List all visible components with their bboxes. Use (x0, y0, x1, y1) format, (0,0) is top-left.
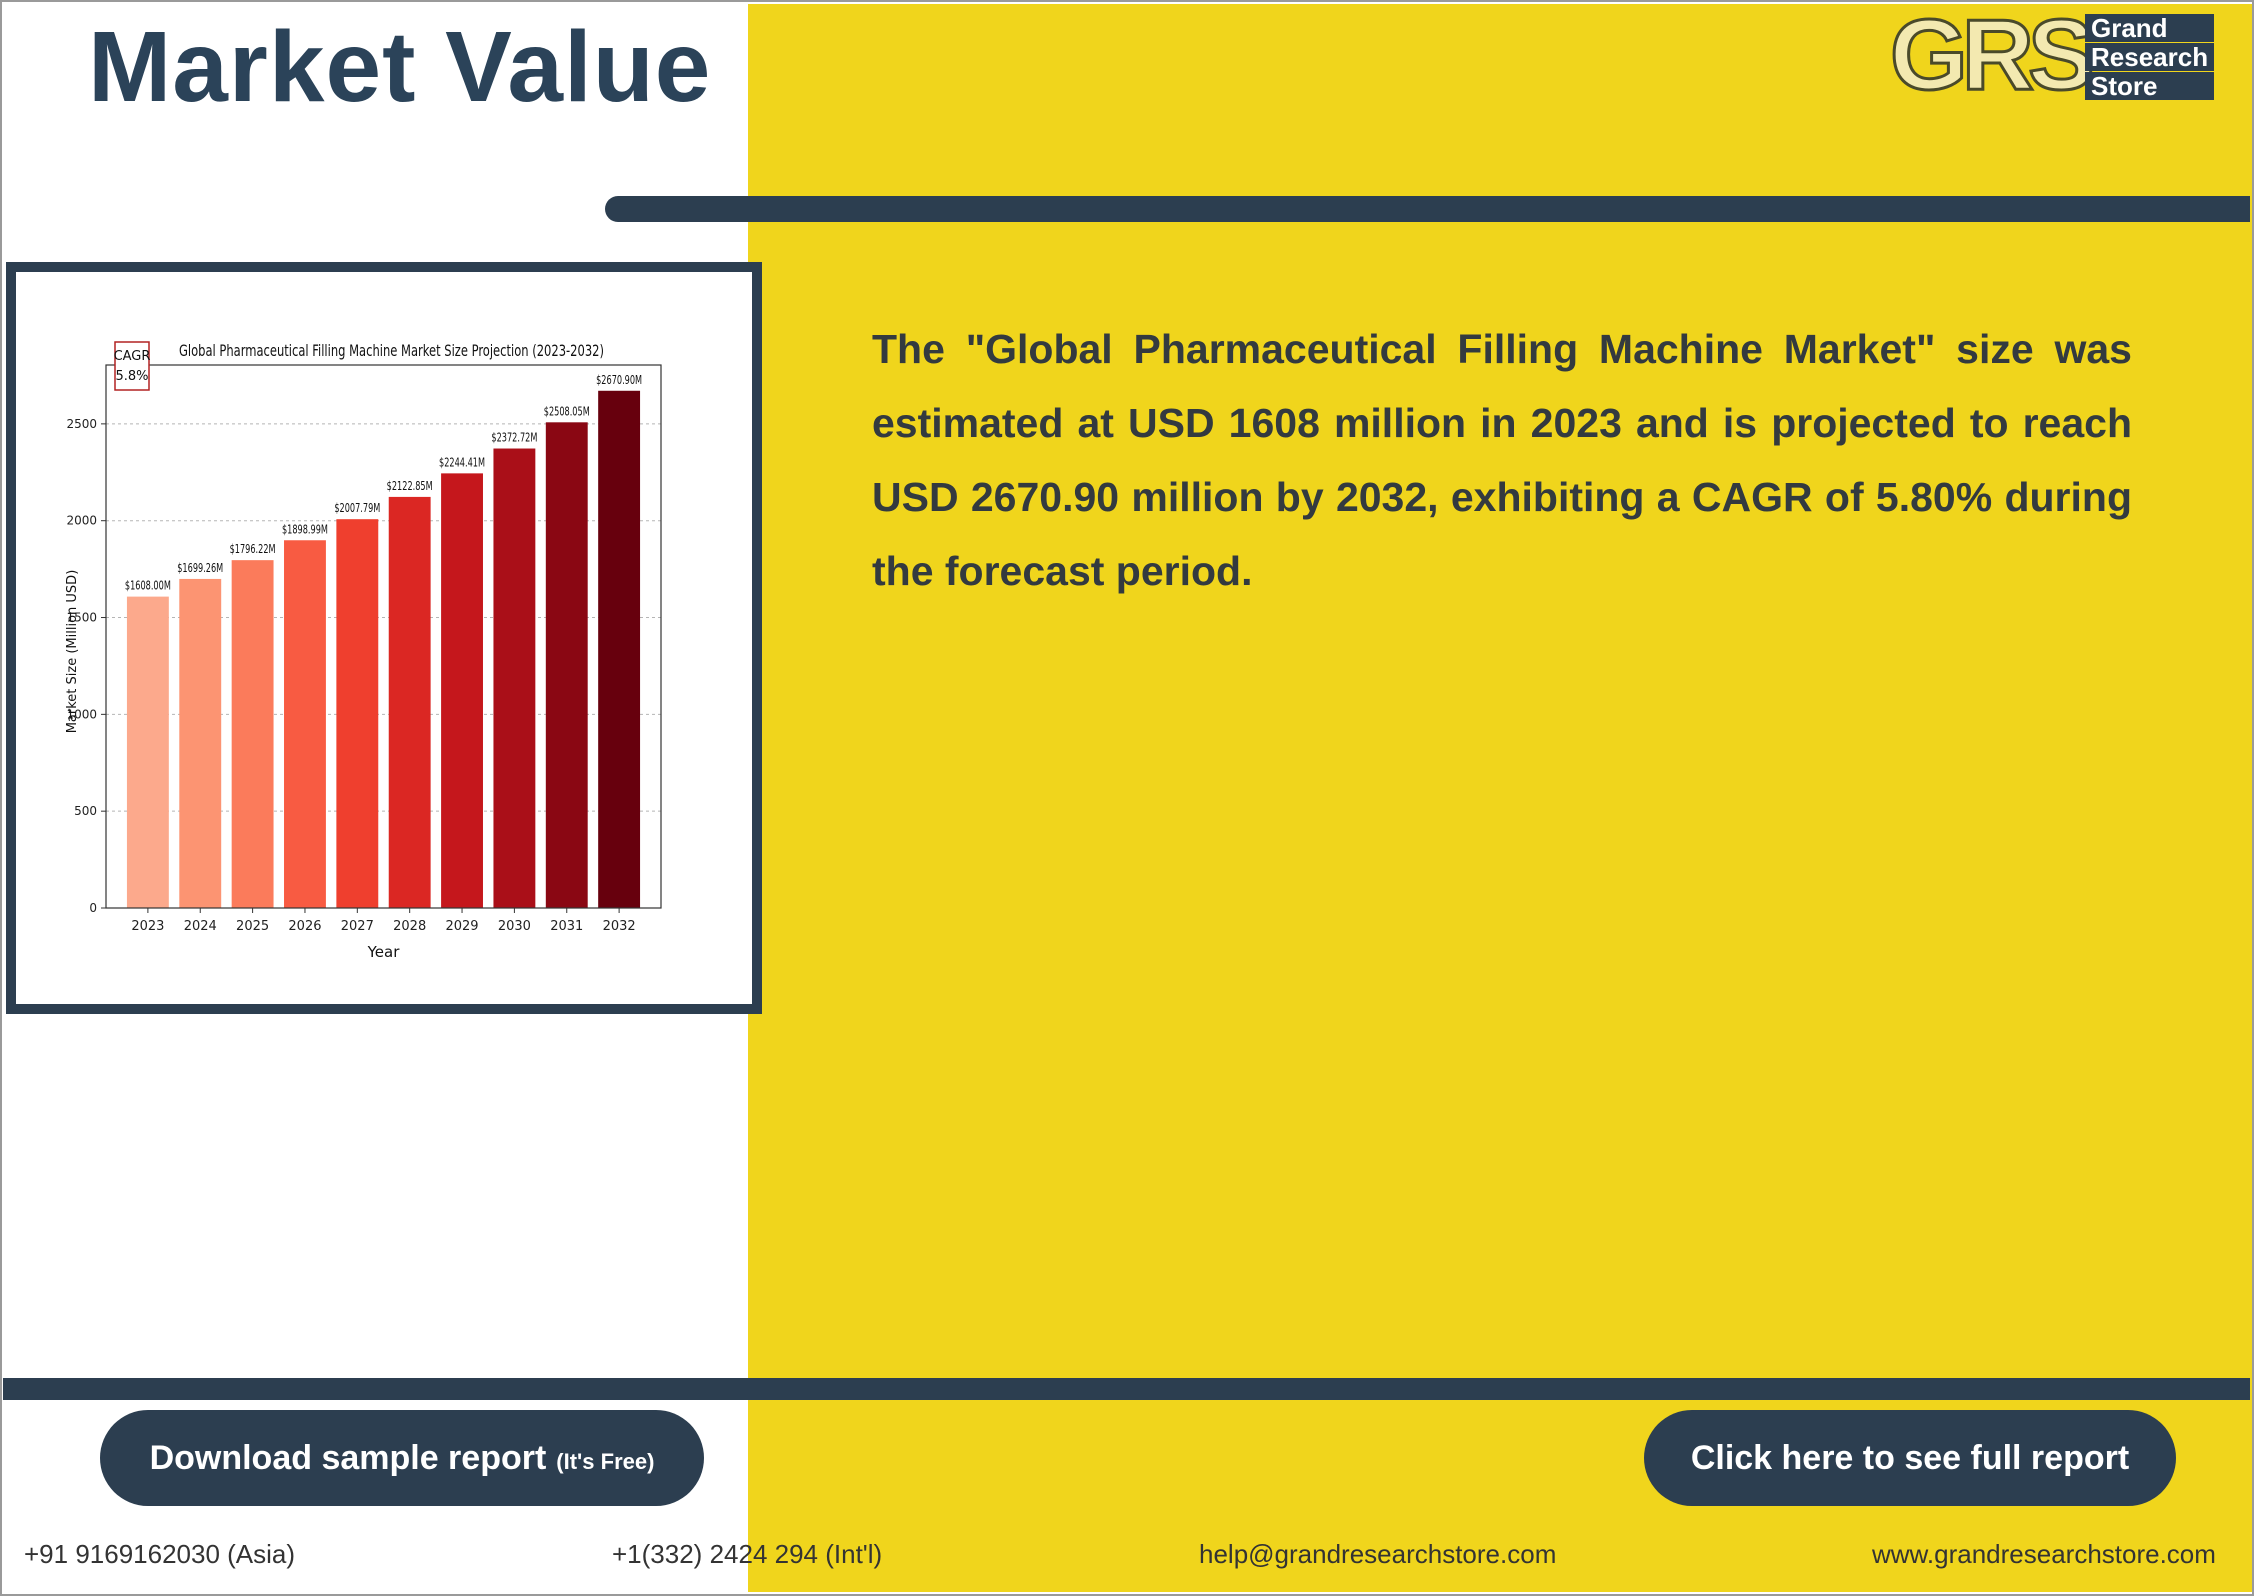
ytick-label-2500: 2500 (66, 417, 97, 431)
data-label-2023: $1608.00M (125, 579, 171, 593)
ytick-label-0: 0 (89, 901, 97, 915)
bar-2027 (336, 519, 379, 908)
download-button-label: Download sample report (149, 1438, 547, 1477)
full-report-button[interactable]: Click here to see full report (1644, 1410, 2176, 1506)
ytick-label-2000: 2000 (66, 514, 97, 528)
data-label-2024: $1699.26M (177, 561, 223, 575)
bar-2023 (126, 596, 169, 908)
logo-word-grand: Grand (2085, 14, 2215, 42)
bar-2028 (388, 496, 431, 908)
download-button-note: (It's Free) (556, 1449, 655, 1474)
data-label-2030: $2372.72M (491, 431, 537, 445)
xtick-label-2024: 2024 (184, 919, 217, 934)
data-label-2025: $1796.22M (230, 542, 276, 556)
phone-international[interactable]: +1(332) 2424 294 (Int'l) (612, 1539, 883, 1569)
bar-2026 (284, 540, 326, 908)
logo-mark: GRS (1889, 0, 2097, 111)
yellow-panel (748, 4, 2252, 1592)
data-label-2028: $2122.85M (387, 479, 433, 493)
logo-word-store: Store (2085, 72, 2215, 100)
y-axis-label: Market Size (Million USD) (65, 570, 80, 734)
xtick-label-2032: 2032 (603, 919, 636, 934)
market-size-bar-chart: 0 500 1000 1500 2000 2500 $1608.00M 2023 $1699.2… (65, 341, 662, 961)
bar-2029 (441, 473, 483, 908)
bar-2031 (545, 422, 588, 908)
data-label-2031: $2508.05M (544, 404, 590, 418)
xtick-label-2023: 2023 (131, 919, 164, 934)
ytick-label-1500: 1500 (66, 611, 97, 625)
xtick-label-2029: 2029 (445, 919, 478, 934)
xtick-label-2027: 2027 (341, 919, 374, 934)
x-axis-label: Year (367, 943, 401, 961)
bar-2030 (493, 448, 536, 908)
bar-2025 (231, 560, 274, 908)
xtick-label-2031: 2031 (550, 919, 583, 934)
chart-title: Global Pharmaceutical Filling Machine Ma… (179, 341, 604, 360)
data-label-2032: $2670.90M (596, 373, 642, 387)
xtick-label-2030: 2030 (498, 919, 531, 934)
cagr-annotation-box (114, 341, 150, 391)
xtick-label-2026: 2026 (288, 919, 321, 934)
bottom-divider (3, 1378, 2250, 1400)
chart-card: 0 500 1000 1500 2000 2500 $1608.00M 2023 $1699.2… (6, 262, 762, 1014)
download-sample-report-button[interactable]: Download sample report (It's Free) (100, 1410, 704, 1506)
xtick-label-2028: 2028 (393, 919, 426, 934)
data-label-2029: $2244.41M (439, 455, 485, 469)
xtick-label-2025: 2025 (236, 919, 269, 934)
full-report-button-label: Click here to see full report (1690, 1438, 2130, 1477)
data-label-2026: $1898.99M (282, 522, 328, 536)
cagr-annotation-line1: CAGR (114, 349, 151, 364)
cagr-annotation-line2: 5.8% (115, 369, 148, 384)
logo-word-research: Research (2085, 43, 2215, 71)
page-title: Market Value (88, 11, 712, 123)
phone-asia[interactable]: +91 9169162030 (Asia) (24, 1539, 296, 1569)
logo-words: Grand Research Store (2085, 14, 2215, 101)
bar-2024 (179, 578, 222, 908)
bar-2032 (598, 390, 641, 908)
email-link[interactable]: help@grandresearchstore.com (1199, 1539, 1557, 1569)
market-description: The "Global Pharmaceutical Filling Machi… (872, 326, 2132, 594)
plot-frame (105, 364, 662, 909)
grand-research-store-logo[interactable]: GRS Grand Research Store (1889, 0, 2240, 111)
website-link[interactable]: www.grandresearchstore.com (1872, 1539, 2216, 1569)
ytick-label-1000: 1000 (66, 707, 97, 721)
data-label-2027: $2007.79M (334, 501, 380, 515)
top-divider (605, 196, 2250, 222)
ytick-label-500: 500 (74, 804, 97, 818)
